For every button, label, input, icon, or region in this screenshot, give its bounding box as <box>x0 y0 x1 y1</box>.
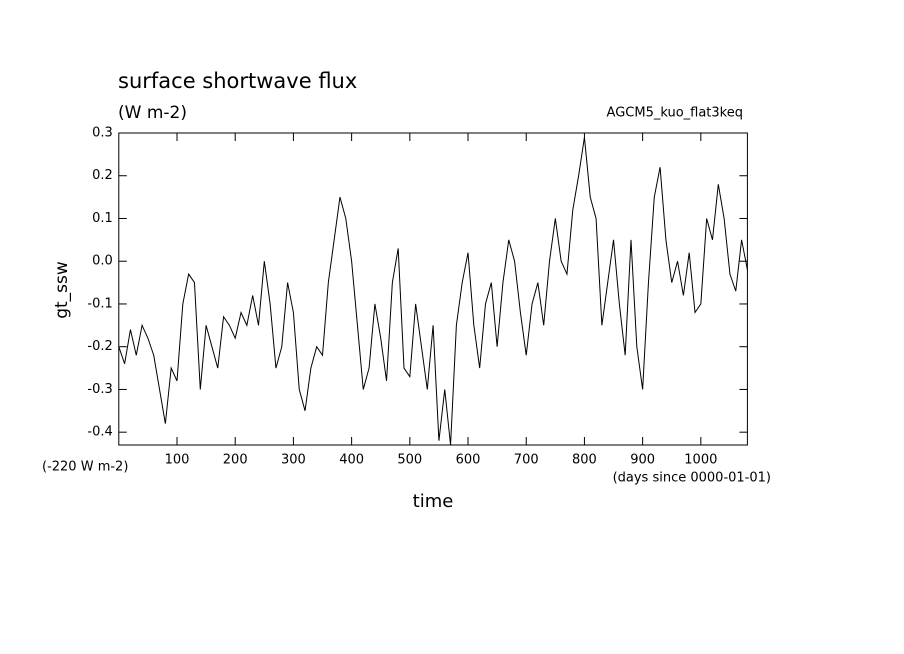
y-tick-label: -0.4 <box>87 425 112 440</box>
chart-subtitle: (W m-2) <box>118 103 187 123</box>
x-tick-label: 200 <box>223 453 248 468</box>
data-line <box>118 137 748 446</box>
annotation: AGCM5_kuo_flat3keq <box>607 106 743 121</box>
y-axis-label: gt_ssw <box>52 261 72 319</box>
y-tick-label: 0.1 <box>92 211 113 226</box>
x-axis-label: time <box>413 491 454 512</box>
x-tick-label: 400 <box>339 453 364 468</box>
y-tick-label: -0.3 <box>87 382 112 397</box>
x-units: (days since 0000-01-01) <box>613 471 771 486</box>
x-tick-label: 800 <box>572 453 597 468</box>
x-tick-label: 700 <box>514 453 539 468</box>
y-tick-label: 0.2 <box>92 168 113 183</box>
x-tick-label: 900 <box>630 453 655 468</box>
x-tick-label: 300 <box>281 453 306 468</box>
plot-frame <box>118 132 748 446</box>
x-tick-label: 1000 <box>684 453 717 468</box>
y-tick-label: 0.3 <box>92 126 113 141</box>
y-tick-label: 0.0 <box>92 254 113 269</box>
x-tick-label: 500 <box>397 453 422 468</box>
chart-title: surface shortwave flux <box>118 69 357 93</box>
offset-note: (-220 W m-2) <box>42 460 128 475</box>
x-tick-label: 600 <box>456 453 481 468</box>
y-tick-label: -0.1 <box>87 296 112 311</box>
x-tick-label: 100 <box>165 453 190 468</box>
y-tick-label: -0.2 <box>87 339 112 354</box>
